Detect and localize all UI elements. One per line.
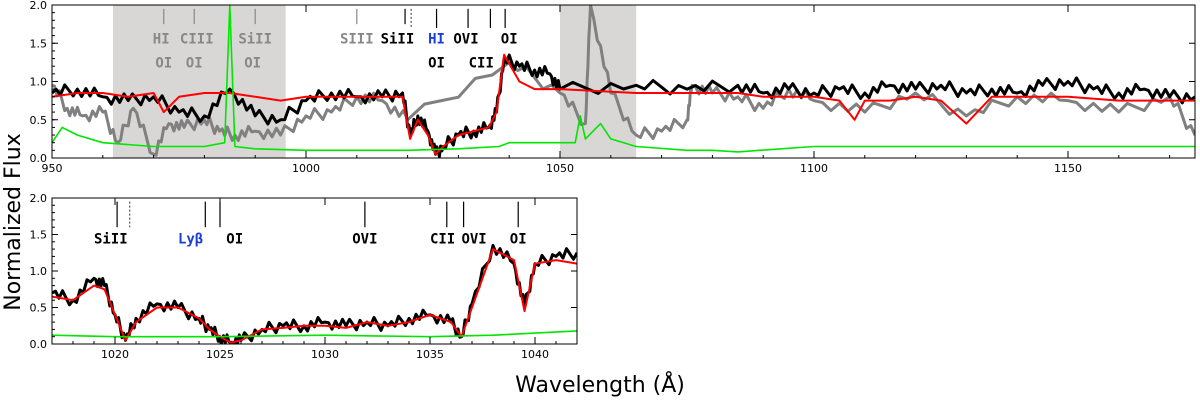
panel-1: 0.0 0.5 1.0 1.5 2.0 950 1000 1050 1100 1150 HI CIII… <box>30 0 1196 175</box>
x-tick-label: 1020 <box>101 348 129 361</box>
plot-area <box>52 5 1195 158</box>
y-tick-label: 1.0 <box>30 265 48 278</box>
ion-label: SiII <box>381 31 415 47</box>
x-tick-label: 1150 <box>1054 162 1082 175</box>
panels: 0.0 0.5 1.0 1.5 2.0 950 1000 1050 1100 1150 HI CIII… <box>30 0 1196 361</box>
ion-label: Lyβ <box>178 231 203 247</box>
panel-2: 0.0 0.5 1.0 1.5 2.0 1020 1025 1030 1035 1040 SiII L… <box>30 192 578 361</box>
ion-label: CIII <box>180 31 214 47</box>
ion-label: OI <box>510 231 527 247</box>
ion-label: CII <box>469 56 494 72</box>
x-tick-label: 1035 <box>416 348 444 361</box>
y-tick-label: 0.5 <box>30 302 48 315</box>
ion-label: OVI <box>352 231 377 247</box>
plot-frame <box>51 197 578 345</box>
ion-label: OI <box>226 231 243 247</box>
x-tick-label: 1025 <box>206 348 234 361</box>
x-tick-label: 1050 <box>546 162 574 175</box>
x-tick-label: 1030 <box>311 348 339 361</box>
x-tick-label: 1100 <box>800 162 828 175</box>
ion-label: SIII <box>340 31 374 47</box>
ion-label: OI <box>155 56 172 72</box>
series-model-fit <box>52 53 1195 156</box>
series-error <box>52 5 1195 153</box>
plot-area <box>52 243 577 344</box>
series-error <box>52 330 577 338</box>
y-tick-label: 2.0 <box>30 192 48 205</box>
y-tick-label: 1.5 <box>30 229 48 242</box>
y-tick-label: 0.0 <box>30 338 48 351</box>
x-tick-label: 1040 <box>521 348 549 361</box>
x-tick-label: 1000 <box>292 162 320 175</box>
y-tick-label: 0.5 <box>30 114 48 127</box>
y-tick-label: 1.0 <box>30 76 48 89</box>
ion-label: OI <box>501 31 518 47</box>
series-comparison-spectrum <box>52 5 1195 157</box>
ion-label: CII <box>430 231 455 247</box>
ion-label: OVI <box>453 31 478 47</box>
x-axis-title: Wavelength (Å) <box>515 371 685 398</box>
ion-label: SiII <box>94 231 128 247</box>
ion-label: OI <box>244 56 261 72</box>
y-tick-label: 0.0 <box>30 152 48 165</box>
ion-label: SiII <box>238 31 272 47</box>
ion-label: OI <box>428 56 445 72</box>
ion-label: OI <box>186 56 203 72</box>
x-tick-label: 950 <box>42 162 63 175</box>
ion-label: HI <box>428 31 445 47</box>
series-observed-spectrum <box>52 53 1195 158</box>
ion-label: HI <box>153 31 170 47</box>
y-tick-label: 1.5 <box>30 37 48 50</box>
ion-label: OVI <box>461 231 486 247</box>
y-axis-title: Normalized Flux <box>1 133 26 310</box>
y-tick-label: 2.0 <box>30 0 48 12</box>
